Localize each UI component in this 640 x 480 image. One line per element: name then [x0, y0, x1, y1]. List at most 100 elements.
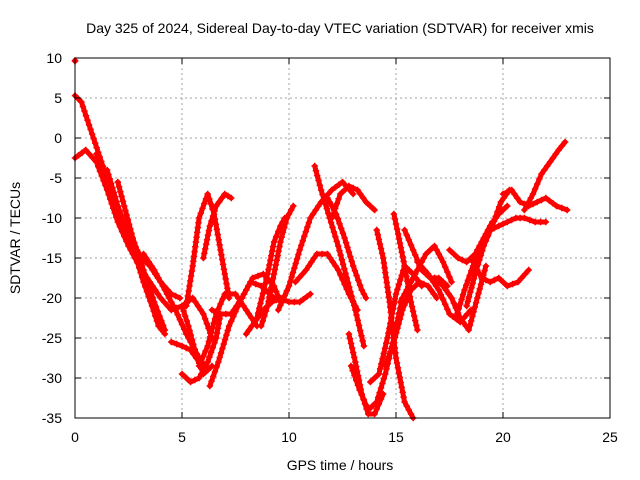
- data-point-marker: [383, 358, 391, 365]
- data-point-marker: [275, 228, 282, 235]
- data-point-marker: [275, 247, 282, 255]
- data-point-marker: [270, 270, 278, 278]
- data-point-marker: [208, 362, 216, 370]
- data-point-marker: [303, 293, 311, 300]
- data-series: [71, 57, 571, 422]
- data-point-marker: [553, 202, 560, 210]
- data-point-marker: [348, 258, 355, 265]
- data-point-marker: [164, 302, 171, 310]
- data-point-marker: [376, 240, 384, 248]
- data-point-marker: [388, 310, 396, 317]
- axis-ticks: 0 5 10 15 20 25 10 5 0 -5 -10 -15 -20 -25 -30 -35: [42, 50, 618, 445]
- data-point-marker: [357, 327, 364, 334]
- data-point-marker: [422, 250, 430, 258]
- data-point-marker: [329, 258, 337, 266]
- data-point-marker: [468, 284, 475, 291]
- data-point-marker: [200, 366, 207, 374]
- data-point-marker: [266, 293, 273, 301]
- data-point-marker: [219, 256, 226, 263]
- data-point-marker: [197, 306, 204, 314]
- data-point-marker: [245, 326, 253, 334]
- data-point-marker: [452, 314, 460, 322]
- data-point-marker: [450, 250, 457, 258]
- data-point-marker: [495, 222, 502, 230]
- data-point-marker: [338, 225, 345, 232]
- data-point-marker: [459, 256, 466, 264]
- data-point-marker: [379, 355, 386, 362]
- data-point-marker: [146, 285, 153, 292]
- data-point-marker: [541, 166, 548, 174]
- data-point-marker: [200, 254, 207, 262]
- data-point-marker: [230, 306, 238, 314]
- data-point-marker: [238, 294, 246, 302]
- data-point-marker: [394, 325, 401, 332]
- data-point-marker: [257, 300, 264, 307]
- data-point-marker: [228, 194, 235, 202]
- x-tick-label: 15: [388, 429, 404, 445]
- data-point-marker: [351, 372, 358, 379]
- data-point-marker: [232, 290, 239, 298]
- data-point-marker: [226, 290, 234, 298]
- data-point-marker: [78, 98, 85, 106]
- data-point-marker: [330, 228, 338, 236]
- data-point-marker: [204, 358, 211, 366]
- data-point-marker: [125, 221, 133, 228]
- data-point-marker: [387, 348, 394, 355]
- data-point-marker: [371, 206, 378, 214]
- data-point-marker: [531, 185, 539, 193]
- data-point-marker: [211, 368, 219, 375]
- data-point-marker: [137, 257, 144, 265]
- data-point-marker: [326, 254, 334, 262]
- data-point-marker: [561, 138, 569, 146]
- data-point-marker: [302, 266, 310, 274]
- data-point-marker: [221, 270, 228, 278]
- data-point-marker: [393, 329, 400, 337]
- data-point-marker: [534, 198, 541, 206]
- data-point-marker: [274, 252, 281, 259]
- data-point-marker: [342, 239, 350, 246]
- data-point-marker: [450, 299, 457, 307]
- data-point-marker: [345, 330, 353, 338]
- data-point-marker: [289, 269, 297, 276]
- data-point-marker: [439, 282, 447, 290]
- data-point-marker: [195, 374, 203, 382]
- data-point-marker: [114, 202, 121, 210]
- data-point-marker: [546, 158, 554, 166]
- data-point-marker: [403, 286, 410, 294]
- data-point-marker: [538, 170, 545, 178]
- data-point-marker: [195, 362, 203, 370]
- x-tick-label: 25: [602, 429, 618, 445]
- data-point-marker: [82, 146, 89, 154]
- y-tick-label: -25: [42, 330, 62, 346]
- data-point-marker: [202, 241, 210, 248]
- data-point-marker: [396, 239, 404, 247]
- data-point-marker: [375, 370, 383, 378]
- data-point-marker: [335, 181, 343, 188]
- data-point-marker: [544, 162, 551, 170]
- data-point-marker: [394, 286, 401, 293]
- data-point-marker: [195, 214, 203, 222]
- data-point-marker: [203, 320, 211, 327]
- data-point-marker: [459, 291, 467, 298]
- data-point-marker: [433, 246, 440, 254]
- data-point-marker: [344, 244, 351, 251]
- data-point-marker: [127, 225, 134, 233]
- data-point-marker: [382, 370, 389, 378]
- data-point-marker: [344, 279, 352, 286]
- data-point-marker: [186, 282, 193, 290]
- data-point-marker: [148, 262, 155, 270]
- data-point-marker: [385, 329, 392, 337]
- data-point-marker: [305, 219, 313, 226]
- data-point-marker: [354, 186, 361, 194]
- series-arc17: [253, 214, 288, 322]
- data-point-marker: [514, 278, 522, 286]
- data-point-marker: [233, 302, 240, 310]
- data-point-marker: [390, 210, 398, 218]
- data-point-marker: [393, 225, 401, 233]
- data-point-marker: [360, 342, 368, 350]
- data-point-marker: [414, 258, 421, 266]
- data-point-marker: [375, 236, 383, 243]
- data-point-marker: [339, 261, 347, 268]
- data-point-marker: [214, 325, 222, 332]
